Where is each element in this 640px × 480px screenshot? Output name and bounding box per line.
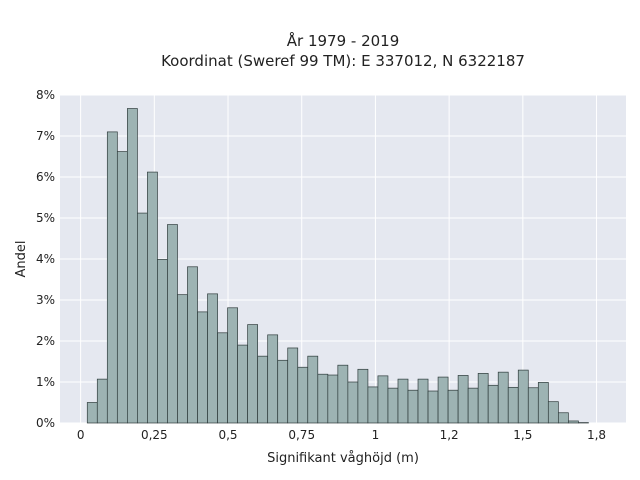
histogram-bar-32 [407, 389, 419, 424]
x-tick-label-0: 0 [77, 428, 85, 442]
histogram-bar-8 [167, 224, 178, 424]
histogram-bar-19 [277, 359, 289, 424]
histogram-bar-23 [317, 373, 329, 424]
chart-title: År 1979 - 2019 [287, 31, 400, 50]
x-tick-label-3: 0,75 [288, 428, 315, 442]
histogram-bar-18 [267, 334, 279, 424]
y-tick-label-1: 1% [36, 375, 55, 389]
histogram-bar-31 [397, 378, 409, 424]
histogram-bar-15 [237, 344, 248, 424]
histogram-bar-25 [337, 364, 349, 424]
histogram-bar-45 [537, 382, 549, 424]
y-tick-label-2: 2% [36, 334, 55, 348]
y-tick-label-0: 0% [36, 416, 55, 430]
histogram-bar-42 [507, 386, 519, 424]
histogram-bar-44 [527, 387, 539, 424]
y-axis-label: Andel [14, 241, 29, 278]
x-tick-label-7: 1,8 [587, 428, 606, 442]
histogram-bar-9 [177, 294, 188, 424]
histogram-bar-43 [517, 369, 529, 424]
histogram-bar-21 [297, 366, 309, 424]
histogram-bar-41 [497, 371, 509, 424]
histogram-bar-40 [487, 384, 499, 424]
histogram-bar-17 [257, 355, 269, 424]
histogram-bar-7 [157, 259, 168, 424]
histogram-bar-20 [287, 347, 299, 424]
x-tick-label-5: 1,2 [440, 428, 459, 442]
histogram-bar-48 [568, 420, 579, 424]
histogram-bar-47 [557, 412, 569, 424]
histogram-bar-27 [357, 368, 369, 424]
grid-lines [60, 94, 626, 424]
histogram-bar-46 [547, 401, 559, 424]
histogram-bar-11 [197, 311, 208, 424]
x-tick-label-2: 0,5 [218, 428, 237, 442]
x-axis-ticks: 0 0,25 0,5 0,75 1 1,2 1,5 1,8 [77, 428, 606, 442]
histogram-bar-0 [86, 402, 98, 424]
y-tick-label-6: 6% [36, 170, 55, 184]
histogram-bar-10 [187, 266, 198, 424]
x-tick-label-1: 0,25 [141, 428, 168, 442]
histogram-bar-5 [137, 212, 148, 424]
y-tick-label-3: 3% [36, 293, 55, 307]
histogram-bar-37 [457, 375, 469, 424]
histogram-bar-30 [387, 387, 399, 424]
histogram-bar-24 [327, 374, 339, 424]
histogram-bar-39 [477, 373, 489, 424]
y-axis-ticks: 0% 1% 2% 3% 4% 5% 6% 7% 8% [36, 88, 55, 430]
histogram-bar-29 [377, 375, 389, 424]
histogram-bar-33 [417, 378, 429, 424]
histogram-bar-28 [367, 386, 379, 424]
x-tick-label-4: 1 [372, 428, 380, 442]
histogram-bar-13 [217, 332, 228, 424]
x-tick-label-6: 1,5 [513, 428, 532, 442]
y-tick-label-7: 7% [36, 129, 55, 143]
histogram-bar-1 [96, 378, 108, 424]
histogram-bar-14 [227, 307, 238, 424]
histogram-bar-35 [437, 376, 449, 424]
y-tick-label-8: 8% [36, 88, 55, 102]
histogram-bar-4 [127, 108, 138, 424]
histogram-bar-26 [347, 381, 359, 424]
histogram-bar-2 [106, 131, 118, 424]
histogram-bars [86, 108, 589, 424]
histogram-bar-34 [427, 390, 439, 424]
x-axis-label: Signifikant våghöjd (m) [267, 451, 419, 466]
histogram-bar-16 [247, 324, 259, 424]
histogram-bar-38 [467, 387, 479, 424]
y-tick-label-4: 4% [36, 252, 55, 266]
y-tick-label-5: 5% [36, 211, 55, 225]
histogram-bar-12 [207, 293, 218, 424]
histogram-bar-22 [307, 355, 319, 424]
histogram-bar-3 [116, 151, 128, 424]
chart-subtitle: Koordinat (Sweref 99 TM): E 337012, N 63… [161, 52, 525, 70]
histogram-bar-6 [147, 171, 158, 424]
histogram-bar-36 [447, 389, 459, 424]
